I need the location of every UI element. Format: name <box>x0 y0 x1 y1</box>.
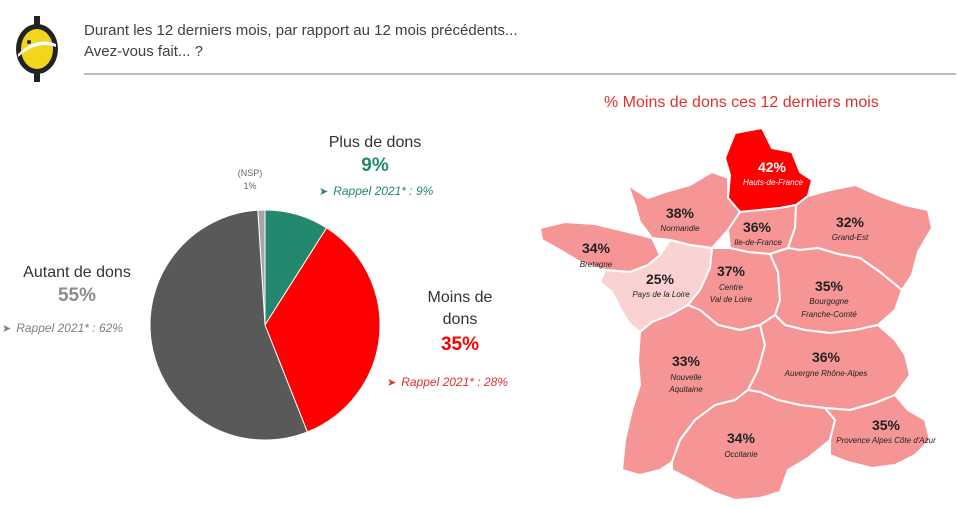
occ-pct: 34% <box>727 430 756 446</box>
bfc-name-2: Franche-Comté <box>801 310 857 319</box>
autant-pct: 55% <box>57 285 97 306</box>
plus-rappel: ➤ Rappel 2021* : 9% <box>319 184 433 198</box>
region-provence-alpes-cote-d-azur <box>824 394 931 469</box>
bfc-pct: 35% <box>815 278 844 294</box>
ara-pct: 36% <box>812 349 841 365</box>
arrow-icon: ➤ <box>319 186 329 198</box>
moins-name-1: Moins de <box>427 289 493 306</box>
moins-rappel: ➤ Rappel 2021* : 28% <box>387 375 508 389</box>
na-pct: 33% <box>672 353 701 369</box>
cvl-pct: 37% <box>717 263 746 279</box>
ge-name: Grand-Est <box>832 233 869 242</box>
label-moins-de-dons: Moins de dons 35% <box>400 289 520 356</box>
bre-pct: 34% <box>582 240 611 256</box>
idf-name: Ile-de-France <box>734 238 782 247</box>
pie-slice-moins-de-dons <box>264 227 381 433</box>
plus-rappel-text: Rappel 2021* : 9% <box>333 184 434 198</box>
moins-pct: 35% <box>440 334 480 355</box>
pdl-name: Pays de la Loire <box>632 290 690 299</box>
plus-name: Plus de dons <box>328 134 422 151</box>
header-divider <box>84 73 956 75</box>
label-autant-de-dons: Autant de dons 55% <box>2 264 152 307</box>
paca-name: Provence Alpes Côte d'Azur <box>836 436 936 445</box>
arrow-icon: ➤ <box>387 377 397 389</box>
hdf-name: Hauts-de-France <box>743 178 804 187</box>
nsp-name: (NSP) <box>237 168 263 178</box>
autant-rappel: ➤ Rappel 2021* : 62% <box>2 321 123 335</box>
idf-pct: 36% <box>743 219 772 235</box>
bfc-name-1: Bourgogne <box>809 297 849 306</box>
moins-rappel-text: Rappel 2021* : 28% <box>401 375 508 389</box>
autant-rappel-text: Rappel 2021* : 62% <box>16 321 123 335</box>
label-plus-de-dons: Plus de dons 9% <box>300 134 450 177</box>
question-line-1: Durant les 12 derniers mois, par rapport… <box>84 22 518 39</box>
nor-name: Normandie <box>660 224 700 233</box>
plus-pct: 9% <box>361 155 389 176</box>
arrow-icon: ➤ <box>2 323 12 335</box>
occ-name: Occitanie <box>724 450 758 459</box>
region-bourgogne-franche-comte <box>769 247 903 334</box>
nsp-pct: 1% <box>243 181 257 191</box>
pie-chart <box>149 209 381 441</box>
ara-name: Auvergne Rhône-Alpes <box>784 369 868 378</box>
na-name-1: Nouvelle <box>670 373 702 382</box>
cvl-name-1: Centre <box>719 283 744 292</box>
question-line-2: Avez-vous fait... ? <box>84 43 203 60</box>
bre-name: Bretagne <box>580 260 613 269</box>
cvl-name-2: Val de Loire <box>710 295 753 304</box>
na-name-2: Aquitaine <box>668 385 703 394</box>
pie-slice-autant-de-dons <box>149 209 308 441</box>
autant-name: Autant de dons <box>23 264 131 281</box>
label-nsp: (NSP) 1% <box>230 168 270 191</box>
ge-pct: 32% <box>836 214 865 230</box>
map-title: % Moins de dons ces 12 derniers mois <box>604 94 879 111</box>
hdf-pct: 42% <box>758 159 787 175</box>
pdl-pct: 25% <box>646 271 675 287</box>
moins-name-2: dons <box>442 311 478 328</box>
question-text: Durant les 12 derniers mois, par rapport… <box>84 20 518 62</box>
paca-pct: 35% <box>872 417 901 433</box>
logo-icon <box>16 16 58 82</box>
nor-pct: 38% <box>666 205 695 221</box>
